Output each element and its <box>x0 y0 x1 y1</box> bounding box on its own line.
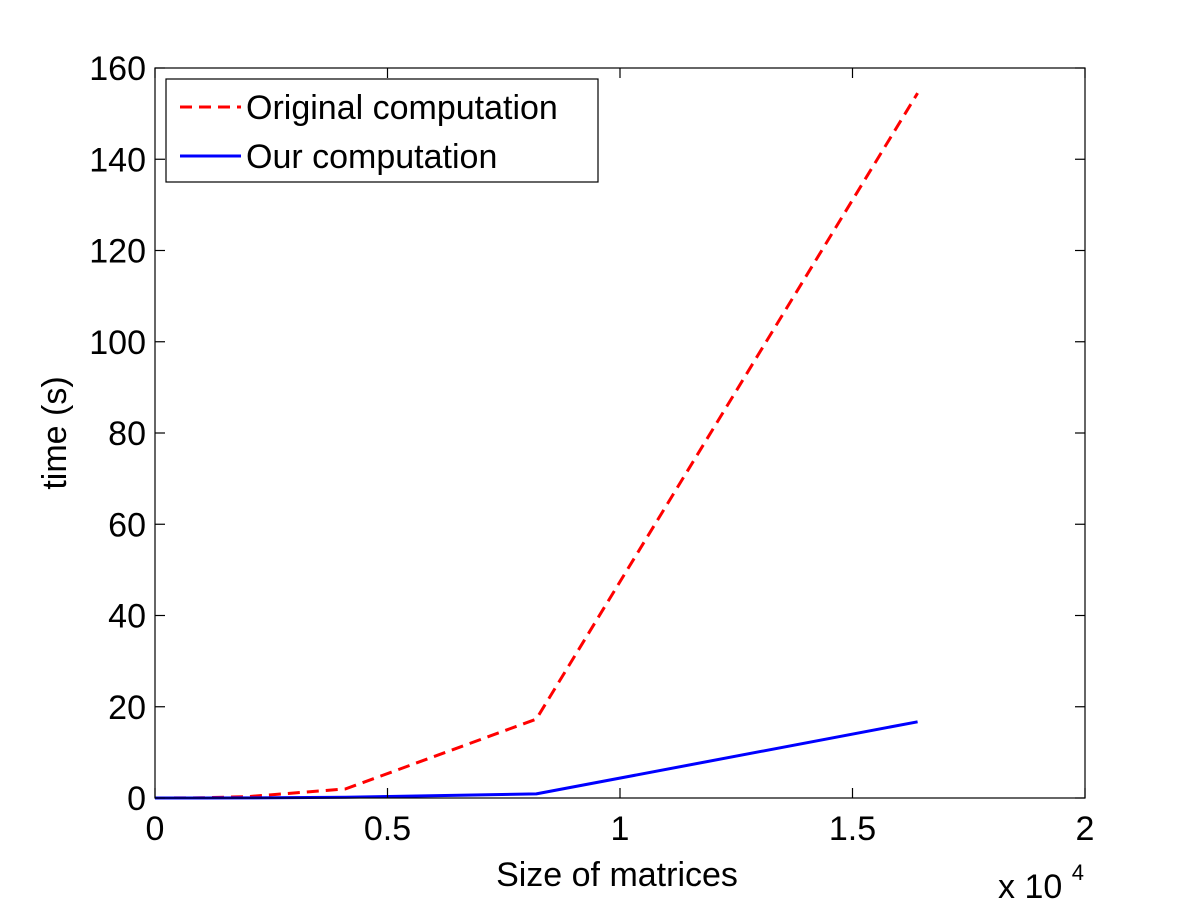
series-line-our-computation <box>155 720 918 800</box>
y-tick-label: 40 <box>108 598 146 636</box>
x-exponent-label: x 10 4 <box>998 860 1084 901</box>
legend: Original computation Our computation <box>165 78 599 183</box>
x-tick-label: 1.5 <box>829 810 876 848</box>
y-tick-label: 160 <box>89 50 146 88</box>
y-tick-label: 100 <box>89 324 146 362</box>
y-tick-label: 120 <box>89 233 146 271</box>
series-line-original-computation <box>154 92 919 800</box>
y-tick-label: 140 <box>89 141 146 179</box>
x-tick-label: 0.5 <box>364 810 411 848</box>
y-tick-label: 20 <box>108 689 146 727</box>
x-axis-label: Size of matrices <box>496 856 738 894</box>
legend-label-our-computation: Our computation <box>246 138 497 176</box>
y-tick-label: 60 <box>108 506 146 544</box>
x-exponent-power: 4 <box>1072 860 1084 885</box>
x-tick-label: 2 <box>1076 810 1095 848</box>
legend-label-original-computation: Original computation <box>246 89 558 127</box>
y-tick-label: 0 <box>127 780 146 818</box>
legend-box <box>165 78 599 183</box>
x-tick-label: 0 <box>146 810 165 848</box>
y-tick-label: 80 <box>108 415 146 453</box>
x-tick-label: 1 <box>611 810 630 848</box>
y-axis-label: time (s) <box>36 376 74 489</box>
x-exponent-base: x 10 <box>998 868 1062 901</box>
series-layer <box>154 92 919 800</box>
